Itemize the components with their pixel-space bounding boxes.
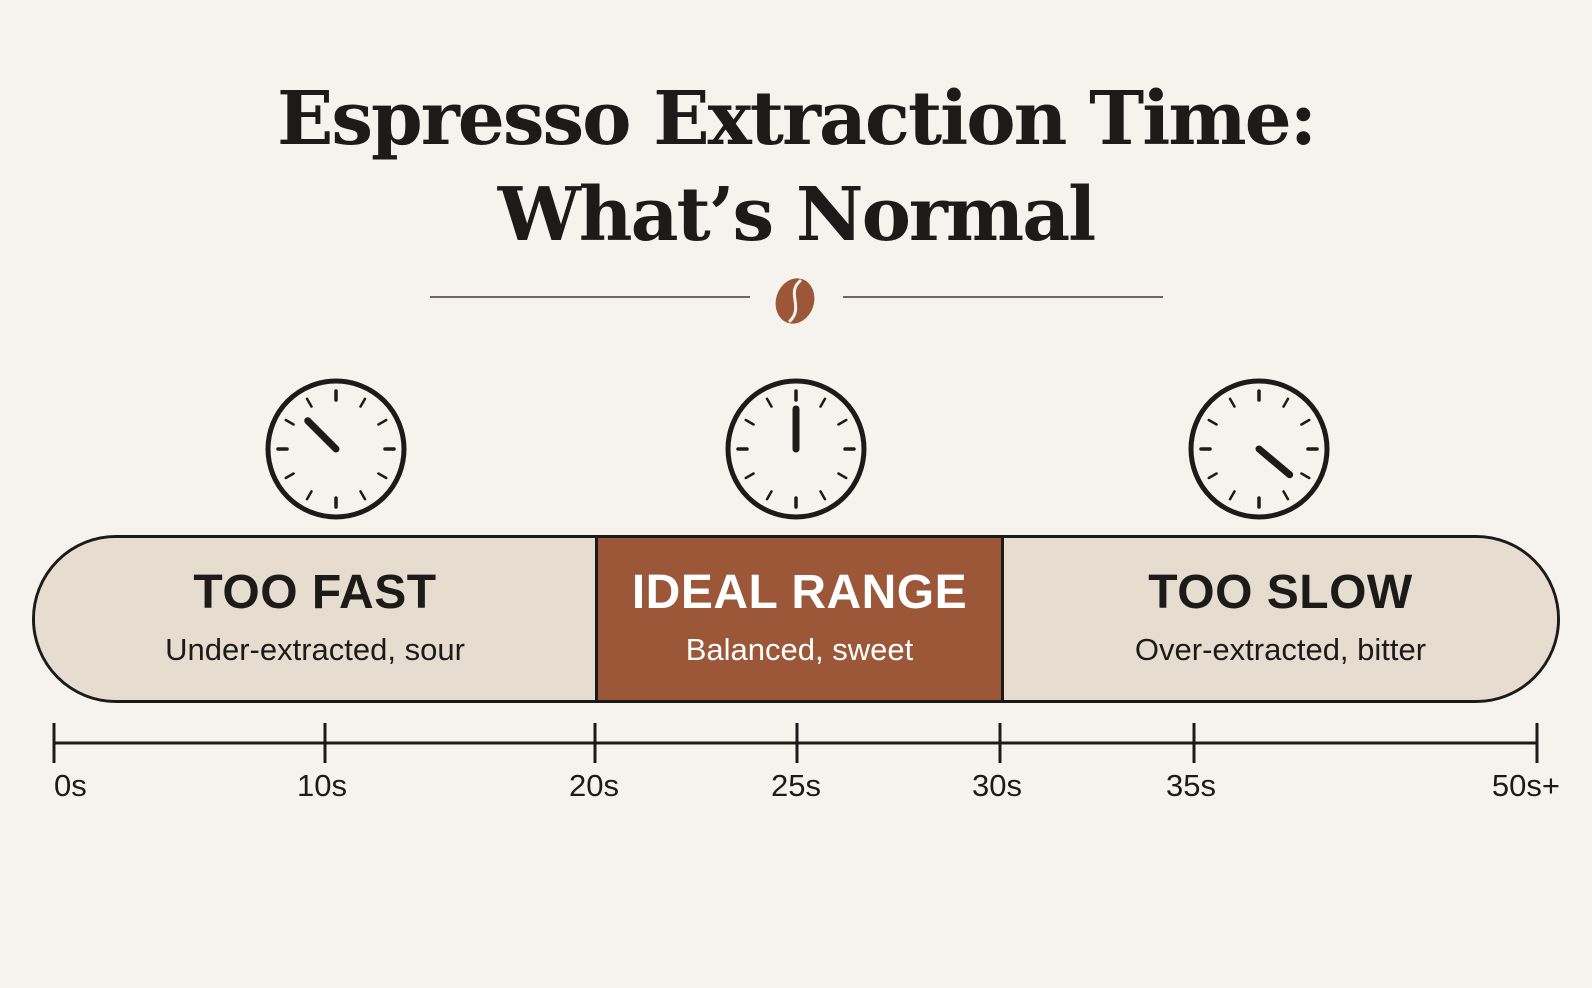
clock-tick xyxy=(744,472,755,480)
clock-tick xyxy=(819,490,827,501)
coffee-bean-icon xyxy=(775,278,815,324)
axis-tick-label: 0s xyxy=(54,768,87,803)
title-line-1: Espresso Extraction Time: xyxy=(276,76,1317,162)
clock-tick xyxy=(1282,397,1290,408)
clock-tick xyxy=(359,397,367,408)
clock-tick xyxy=(284,418,295,426)
zone-ideal-range-label: IDEAL RANGE xyxy=(631,565,968,619)
clock-tick xyxy=(819,397,827,408)
axis-tick-label: 20s xyxy=(569,768,619,803)
clock-tick xyxy=(1282,490,1290,501)
zone-too-slow-description: Over-extracted, bitter xyxy=(1134,632,1427,668)
axis-tick-label: 30s xyxy=(972,768,1022,803)
divider-right xyxy=(843,296,1163,298)
clock-tick xyxy=(1300,418,1311,426)
clock-icon xyxy=(1188,378,1330,520)
clock-icon xyxy=(265,378,407,520)
clock-tick xyxy=(305,397,313,408)
clock-tick xyxy=(1228,490,1236,501)
axis-tick-label: 35s xyxy=(1166,768,1216,803)
zone-too-fast-label: TOO FAST xyxy=(193,565,437,619)
clock-tick xyxy=(377,418,388,426)
clock-tick xyxy=(1228,397,1236,408)
clock-tick xyxy=(377,472,388,480)
clock-tick xyxy=(1207,418,1218,426)
clock-hand xyxy=(1255,445,1294,479)
clock-tick xyxy=(765,397,773,408)
zone-too-fast: TOO FAST Under-extracted, sour xyxy=(35,538,595,700)
title-line-2: What’s Normal xyxy=(497,172,1097,258)
zone-ideal-range: IDEAL RANGE Balanced, sweet xyxy=(595,538,1004,700)
time-axis: 0s 10s 20s 25s 30s 35s 50s+ xyxy=(52,723,1560,803)
extraction-time-bar: TOO FAST Under-extracted, sour IDEAL RAN… xyxy=(32,535,1560,703)
zone-too-slow: TOO SLOW Over-extracted, bitter xyxy=(1004,538,1557,700)
clock-tick xyxy=(359,490,367,501)
clock-tick xyxy=(284,472,295,480)
clock-hand xyxy=(304,417,340,453)
clock-tick xyxy=(765,490,773,501)
clock-tick xyxy=(837,472,848,480)
clock-tick xyxy=(1300,472,1311,480)
axis-tick-label: 10s xyxy=(297,768,347,803)
zone-ideal-range-description: Balanced, sweet xyxy=(685,632,914,668)
axis-tick-label: 50s+ xyxy=(1492,768,1560,803)
clock-tick xyxy=(305,490,313,501)
zone-too-fast-description: Under-extracted, sour xyxy=(165,632,465,668)
clock-tick xyxy=(1207,472,1218,480)
axis-tick-label: 25s xyxy=(771,768,821,803)
divider-left xyxy=(430,296,750,298)
clock-icon xyxy=(725,378,867,520)
clock-tick xyxy=(744,418,755,426)
clock-tick xyxy=(837,418,848,426)
zone-too-slow-label: TOO SLOW xyxy=(1148,565,1413,619)
